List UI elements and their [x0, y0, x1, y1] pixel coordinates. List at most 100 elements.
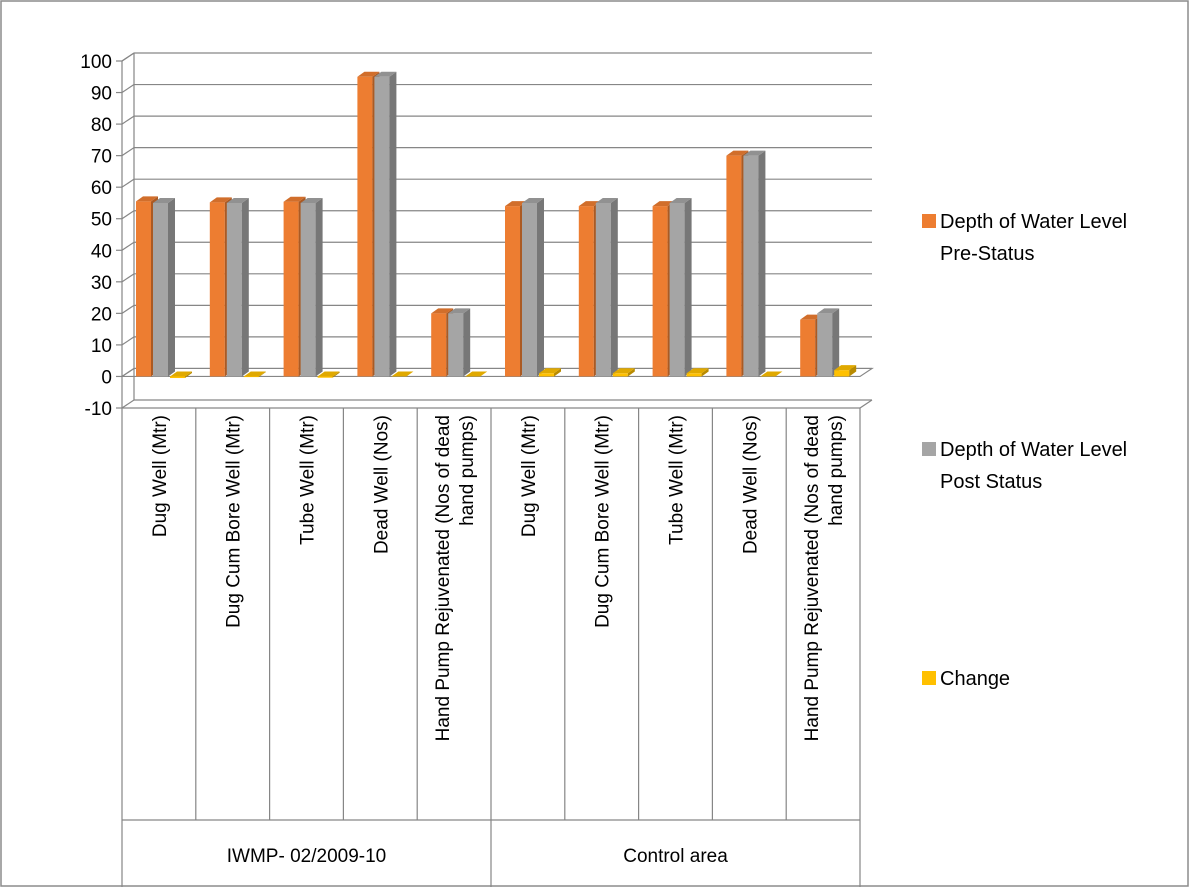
bar-front-face [317, 376, 333, 378]
bar-front-face [243, 376, 259, 378]
bar-front-face [448, 313, 464, 377]
bar [743, 150, 766, 377]
bar-front-face [743, 155, 759, 377]
bar-front-face [374, 76, 390, 377]
bar-front-face [612, 373, 628, 377]
y-tick-label: -10 [85, 399, 112, 420]
x-category-label: hand pumps) [826, 415, 847, 526]
bar-top-face [595, 197, 618, 203]
bar [612, 368, 635, 377]
bar-side-face [168, 197, 175, 377]
bar-front-face [652, 206, 668, 377]
side-gridline [121, 241, 135, 251]
bars [136, 71, 857, 379]
x-category-label: Dug Well (Mtr) [519, 415, 540, 537]
bar-top-face [153, 197, 175, 203]
y-tick-label: 80 [91, 115, 112, 136]
y-tick-label: 10 [91, 336, 112, 357]
bar-top-face [800, 314, 823, 320]
bar-top-face [243, 371, 266, 377]
bar [760, 371, 783, 377]
bar-side-face [554, 368, 561, 377]
y-tick-label: 90 [91, 84, 112, 105]
bar [595, 197, 618, 377]
bar-front-face [522, 202, 537, 377]
bar-side-face [701, 368, 709, 377]
y-tick-label: 50 [91, 210, 112, 231]
x-group-label: IWMP- 02/2009-10 [227, 846, 386, 867]
side-gridline [121, 336, 135, 346]
side-gridline [121, 115, 135, 125]
legend-swatch [922, 671, 936, 685]
bar-top-face [686, 368, 709, 374]
x-category-label: Hand Pump Rejuvenated (Nos of dead [433, 415, 454, 741]
bar-top-face [612, 368, 635, 374]
bar-top-face [726, 150, 749, 156]
bar-top-face [578, 201, 601, 207]
legend-label: Depth of Water Level [940, 439, 1127, 461]
bar-front-face [505, 206, 520, 377]
bar-top-face [817, 308, 840, 314]
legend-item: Depth of Water Level Post Status [922, 439, 1127, 493]
bar-top-face [669, 197, 692, 203]
bar [522, 197, 544, 377]
bar-front-face [834, 370, 850, 377]
y-tick-label: 0 [101, 367, 112, 388]
y-tick-label: 70 [91, 147, 112, 168]
bar-front-face [669, 202, 685, 377]
bar-front-face [136, 201, 151, 377]
bar-front-face [726, 155, 742, 377]
legend-swatch [922, 442, 936, 456]
bar-front-face [817, 313, 833, 377]
side-gridline [121, 273, 135, 283]
y-tick-label: 30 [91, 273, 112, 294]
bar-front-face [170, 376, 185, 379]
side-gridline [121, 84, 135, 94]
bar [834, 365, 857, 377]
bar [153, 197, 175, 377]
bar-side-face [537, 197, 544, 377]
bar-front-face [226, 202, 242, 377]
x-category-label: Dead Well (Nos) [371, 415, 392, 554]
bar-top-face [209, 197, 232, 203]
y-tick-label: 60 [91, 178, 112, 199]
legend-label: Post Status [940, 471, 1042, 493]
x-category-label: Hand Pump Rejuvenated (Nos of dead [802, 415, 823, 741]
bar-top-face [431, 308, 454, 314]
y-axis-ticks: -10 0 10 20 30 40 50 60 70 80 90 100 [80, 52, 122, 420]
side-gridline [121, 304, 135, 314]
bar [686, 368, 709, 377]
side-gridline [121, 210, 135, 220]
bar-top-face [522, 197, 544, 203]
bar-side-face [332, 371, 340, 378]
bar-side-face [849, 365, 857, 377]
bar-top-face [760, 371, 783, 377]
bar-side-face [258, 371, 266, 378]
bar [226, 197, 249, 377]
bar-side-face [463, 308, 471, 377]
y-tick-label: 100 [80, 52, 112, 73]
legend-item: Change [922, 668, 1010, 690]
bar [170, 371, 192, 379]
legend-label: Change [940, 668, 1010, 690]
bar-side-face [315, 197, 323, 377]
floor-right-edge [859, 399, 873, 409]
legend-swatch [922, 214, 936, 228]
x-category-label: Dug Well (Mtr) [150, 415, 171, 537]
bar-top-face [283, 196, 306, 202]
zero-plane [120, 367, 874, 378]
x-category-label: hand pumps) [457, 415, 478, 526]
bar [539, 368, 561, 377]
x-category-label: Tube Well (Mtr) [667, 415, 688, 545]
legend-label: Depth of Water Level [940, 211, 1127, 233]
bar-top-face [539, 368, 561, 374]
bar-side-face [758, 150, 766, 377]
side-gridline [121, 399, 135, 409]
x-category-label: Dead Well (Nos) [740, 415, 761, 554]
side-gridline [121, 147, 135, 157]
bar-front-face [431, 313, 447, 377]
bar-top-face [391, 371, 414, 377]
